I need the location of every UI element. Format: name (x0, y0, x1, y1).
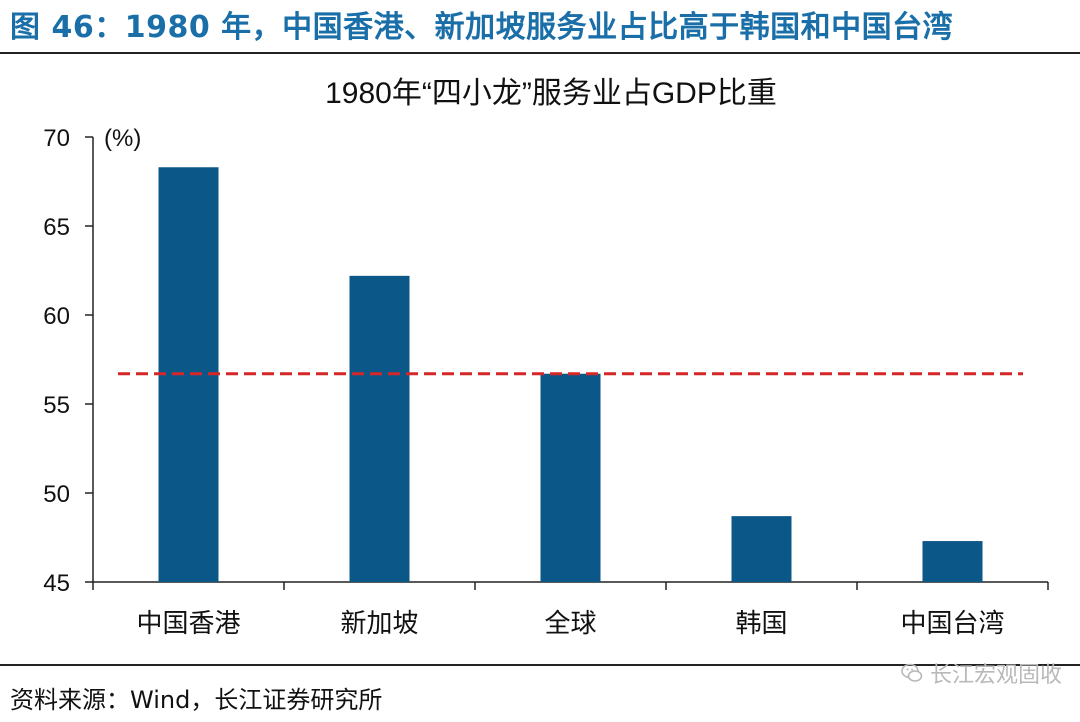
x-category-label: 韩国 (735, 608, 787, 638)
x-category-label: 全球 (544, 608, 596, 638)
y-tick-label: 45 (43, 570, 70, 597)
bar-3 (540, 373, 601, 582)
watermark-text: 长江宏观固收 (929, 663, 1062, 688)
x-category-label: 中国香港 (136, 608, 240, 638)
bar-4 (731, 516, 792, 582)
bar-2 (349, 275, 410, 582)
x-category-label: 中国台湾 (900, 608, 1004, 638)
y-tick-label: 50 (43, 481, 70, 508)
watermark: 长江宏观固收 (900, 657, 1062, 689)
wechat-icon (901, 663, 923, 682)
top-rule (0, 52, 1080, 54)
y-tick-label: 55 (43, 392, 70, 419)
y-tick-label: 70 (43, 125, 70, 152)
figure-title: 图 46：1980 年，中国香港、新加坡服务业占比高于韩国和中国台湾 (10, 10, 954, 45)
bar-5 (922, 541, 983, 582)
chart-title: 1980年“四小龙”服务业占GDP比重 (325, 77, 777, 110)
bottom-rule (0, 664, 1080, 666)
bar-chart: 1980年“四小龙”服务业占GDP比重 (%) 45 50 55 60 65 70 中国香港 新加… (43, 77, 1049, 638)
y-axis-unit-label: (%) (104, 125, 141, 152)
source-note: 资料来源：Wind，长江证券研究所 (10, 686, 383, 714)
y-tick-label: 60 (43, 303, 70, 330)
x-category-label: 新加坡 (340, 608, 418, 638)
y-tick-label: 65 (43, 214, 70, 241)
